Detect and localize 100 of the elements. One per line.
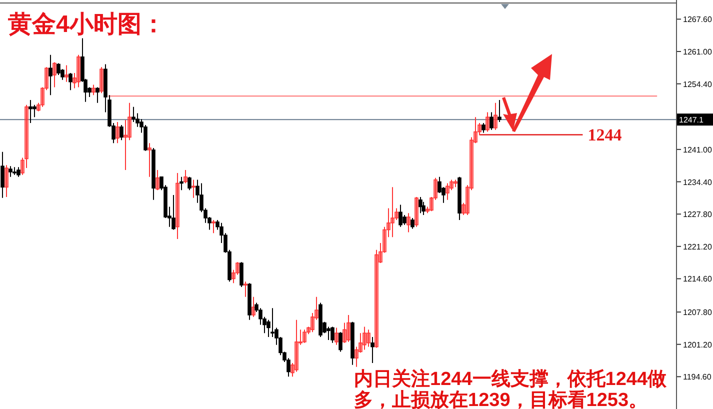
candlestick: [270, 308, 274, 338]
candlestick: [446, 182, 450, 200]
candlestick: [36, 102, 40, 112]
candlestick: [24, 104, 28, 169]
candlestick: [338, 332, 342, 352]
candlestick: [92, 84, 96, 96]
candlestick: [302, 329, 306, 344]
candlestick: [48, 54, 52, 96]
candlestick: [454, 179, 458, 188]
candlestick: [232, 269, 236, 284]
y-tick-label: 1194.60: [683, 372, 712, 382]
y-tick-label: 1234.40: [683, 178, 712, 187]
ref-line-label: 1244: [588, 126, 622, 145]
candlestick: [378, 242, 382, 264]
y-tick-label: 1227.80: [683, 210, 712, 220]
candlestick: [184, 170, 188, 184]
y-tick-label: 1241.00: [683, 145, 712, 154]
candlestick: [470, 136, 474, 191]
candlestick: [414, 196, 418, 228]
candlestick: [72, 72, 76, 89]
candlestick: [0, 151, 4, 198]
y-tick-label: 1207.80: [683, 308, 712, 318]
annotation: 内日关注1244一线支撑，依托1244做多，止损放在1239，目标看1253。: [354, 368, 668, 409]
candlestick: [358, 332, 362, 354]
candlestick: [176, 172, 180, 240]
candlestick: [334, 327, 338, 346]
candlestick: [394, 208, 398, 220]
candlestick: [124, 120, 128, 171]
candlestick: [494, 102, 498, 130]
candlestick: [366, 329, 370, 348]
candlestick: [386, 208, 390, 238]
candlestick: [64, 64, 68, 82]
candlestick: [410, 218, 414, 230]
candlestick: [354, 346, 358, 368]
candlestick: [180, 176, 184, 191]
candlestick: [310, 312, 314, 333]
candlestick: [120, 124, 124, 141]
candlestick: [76, 54, 80, 88]
candlestick: [362, 326, 366, 350]
candlestick: [290, 362, 294, 378]
candlestick: [406, 212, 410, 233]
candlestick: [298, 329, 302, 346]
candlestick: [382, 226, 386, 254]
candlestick: [32, 104, 36, 118]
y-tick-label: 1267.60: [683, 15, 712, 24]
candlestick: [172, 194, 176, 230]
candlestick: [478, 122, 482, 136]
candlestick: [16, 166, 20, 178]
y-tick-label: 1221.20: [683, 242, 712, 252]
candlestick: [330, 326, 334, 344]
candlestick: [434, 177, 438, 200]
candlestick: [116, 122, 120, 144]
candlestick: [398, 204, 402, 228]
candlestick: [450, 179, 454, 191]
candlestick: [244, 281, 248, 298]
y-tick-label: 1201.20: [683, 340, 712, 350]
candlestick: [188, 176, 192, 191]
candlestick: [486, 112, 490, 132]
candlestick: [402, 214, 406, 226]
candlestick: [374, 249, 378, 348]
y-tick-label: 1214.60: [683, 274, 712, 284]
candlestick: [212, 219, 216, 234]
candlestick: [8, 166, 12, 178]
candlestick: [418, 196, 422, 214]
candlestick: [240, 262, 244, 288]
candlestick: [466, 184, 470, 216]
candlestick: [326, 326, 330, 340]
candlestick: [482, 122, 486, 134]
candlestick: [236, 262, 240, 276]
candlestick: [306, 326, 310, 335]
candlestick: [132, 106, 136, 123]
candlestick: [96, 86, 100, 104]
candlestick: [52, 62, 56, 88]
candlestick: [20, 157, 24, 176]
candlestick: [422, 201, 426, 216]
candlestick: [148, 142, 152, 178]
candlestick: [44, 66, 48, 91]
candlestick: [342, 322, 346, 344]
candlestick: [490, 112, 494, 130]
candlestick: [68, 72, 72, 91]
candlestick: [100, 66, 104, 94]
candlestick: [156, 170, 160, 191]
candlestick: [462, 202, 466, 216]
chart-title: 黄金4小时图：: [7, 11, 166, 38]
candlestick: [370, 336, 374, 364]
candlestick: [498, 99, 502, 123]
candlestick: [430, 196, 434, 212]
y-tick-label: 1261.00: [683, 47, 712, 56]
candlestick: [474, 116, 478, 144]
candlestick: [28, 99, 32, 124]
candlestick: [294, 319, 298, 372]
y-tick-label: 1254.40: [683, 80, 712, 89]
candlestick: [4, 164, 8, 198]
candlestick: [128, 102, 132, 141]
candlestick: [426, 206, 430, 214]
candlestick: [252, 296, 256, 318]
candlestick: [346, 314, 350, 342]
candlestick: [314, 296, 318, 320]
candlestick: [390, 186, 394, 238]
candlestick: [192, 179, 196, 198]
